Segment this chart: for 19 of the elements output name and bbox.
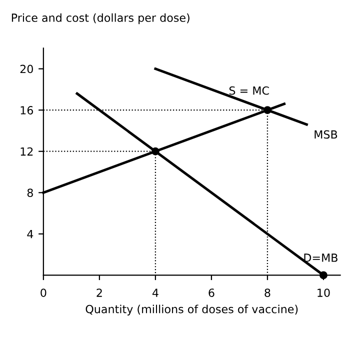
x-tick-label: 4 [152,288,158,297]
x-tick-label: 2 [96,288,102,297]
annotation: S = MC [229,86,269,95]
annotation: MSB [314,130,338,139]
annotation: D=MB [304,254,338,262]
point [152,147,160,156]
y-tick-label: 4 [27,230,34,238]
point [320,271,328,280]
x-tick-label: 6 [208,288,214,297]
x-axis-title: Quantity (millions of doses of vaccine) [86,304,298,316]
y-axis-title: Price and cost (dollars per dose) [12,13,190,24]
x-tick-label: 10 [318,288,330,297]
y-tick-label: 8 [27,188,33,198]
x-tick-label: 0 [40,288,46,297]
x-tick-label: 8 [264,288,270,297]
point [264,106,272,114]
y-tick-label: 12 [20,147,33,156]
y-tick-label: 20 [20,64,33,74]
y-tick-label: 16 [20,106,34,114]
